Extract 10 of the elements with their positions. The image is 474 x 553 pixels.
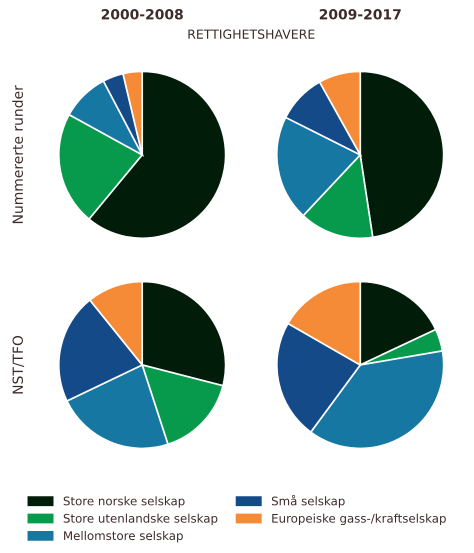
legend-label: Europeiske gass-/kraftselskap (272, 514, 446, 526)
chart-title: 2000-2008 (102, 9, 183, 20)
chart-title: 2009-2017 (320, 9, 401, 20)
legend-label: Små selskap (272, 494, 345, 508)
text: Nummererte runder (12, 85, 23, 224)
chart-subtitle: RETTIGHETSHAVERE (188, 29, 314, 39)
legend-label: Store norske selskap (64, 496, 185, 508)
text: NST/TFO (12, 336, 24, 394)
legend-label: Mellomstore selskap (64, 530, 183, 542)
legend-label: Store utenlandske selskap (64, 514, 218, 526)
